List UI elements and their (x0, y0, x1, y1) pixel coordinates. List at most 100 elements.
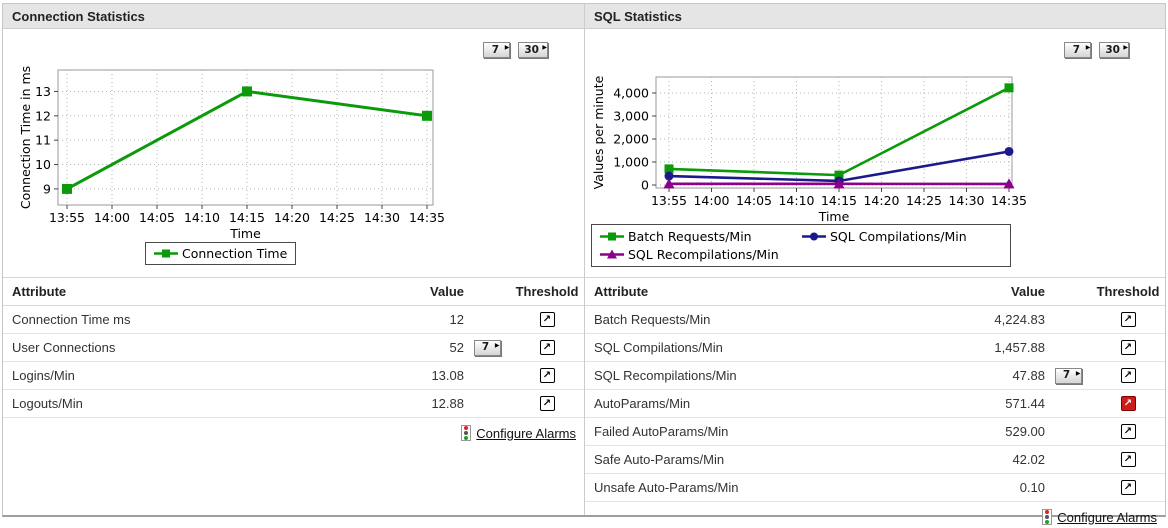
threshold-icon[interactable]: ↗ (1120, 424, 1136, 439)
threshold-icon[interactable]: ↗ (539, 312, 555, 327)
value-cell: 4,224.83 (994, 312, 1045, 327)
svg-text:14:25: 14:25 (906, 193, 942, 208)
range-30-button[interactable]: 30 ▶ (518, 42, 548, 58)
attribute-cell: Failed AutoParams/Min (594, 424, 729, 439)
attribute-cell: Unsafe Auto-Params/Min (594, 480, 739, 495)
sql-chart-area: 7 ▶ 30 ▶ 13:55 14:00 14:05 14:10 14:15 14:20 14:… (585, 29, 1165, 277)
panel-title: Connection Statistics (3, 4, 584, 29)
legend-item: Connection Time (154, 246, 287, 261)
table-footer: Configure Alarms (3, 418, 584, 444)
chart-legend: Batch Requests/Min SQL Compilations/Min SQ… (591, 224, 1011, 267)
svg-text:11: 11 (35, 133, 51, 148)
range-7-button[interactable]: 7 ▶ (1064, 42, 1092, 58)
table-row: Batch Requests/Min 4,224.83 ↗ (585, 306, 1165, 334)
svg-text:14:15: 14:15 (229, 210, 265, 225)
value-cell: 13.08 (431, 368, 464, 383)
svg-text:14:30: 14:30 (948, 193, 984, 208)
table-row: Unsafe Auto-Params/Min 0.10 ↗ (585, 474, 1165, 502)
value-header: Value (1011, 284, 1045, 299)
table-row: Connection Time ms 12 ↗ (3, 306, 584, 334)
svg-text:14:00: 14:00 (94, 210, 130, 225)
value-cell: 571.44 (1005, 396, 1045, 411)
svg-text:14:20: 14:20 (274, 210, 310, 225)
svg-text:14:35: 14:35 (991, 193, 1027, 208)
svg-text:13:55: 13:55 (49, 210, 85, 225)
attribute-header: Attribute (594, 284, 649, 299)
chart-legend: Connection Time (145, 242, 297, 265)
svg-text:12: 12 (35, 108, 51, 123)
threshold-icon[interactable]: ↗ (539, 340, 555, 355)
threshold-icon[interactable]: ↗ (1120, 452, 1136, 467)
attribute-cell: Batch Requests/Min (594, 312, 711, 327)
svg-text:14:25: 14:25 (319, 210, 355, 225)
value-cell: 1,457.88 (994, 340, 1045, 355)
value-header: Value (430, 284, 464, 299)
legend-item: SQL Compilations/Min (802, 229, 1002, 244)
value-cell: 0.10 (1019, 480, 1045, 495)
svg-text:14:05: 14:05 (139, 210, 175, 225)
attribute-cell: Logins/Min (12, 368, 75, 383)
attribute-cell: Logouts/Min (12, 396, 83, 411)
history-7-button[interactable]: 7 ▶ (1054, 367, 1082, 384)
svg-text:Time: Time (229, 226, 261, 241)
connection-attributes-table: Attribute Value Threshold Connection Tim… (3, 277, 584, 444)
attribute-cell: Safe Auto-Params/Min (594, 452, 725, 467)
panel-title: SQL Statistics (585, 4, 1165, 29)
table-header-row: Attribute Value Threshold (3, 278, 584, 306)
legend-item: Batch Requests/Min (600, 229, 802, 244)
threshold-header: Threshold (1096, 284, 1160, 299)
svg-text:14:10: 14:10 (184, 210, 220, 225)
connection-time-chart: 13:55 14:00 14:05 14:10 14:15 14:20 14:25 14:30… (18, 66, 445, 241)
svg-text:14:20: 14:20 (863, 193, 899, 208)
history-7-button[interactable]: 7 ▶ (473, 339, 501, 356)
attribute-cell: User Connections (12, 340, 116, 355)
configure-alarms-link[interactable]: Configure Alarms (1057, 509, 1157, 525)
threshold-icon[interactable]: ↗ (539, 368, 555, 383)
table-header-row: Attribute Value Threshold (585, 278, 1165, 306)
connection-chart-area: 7 ▶ 30 ▶ 13:55 14:00 14:05 14:10 14:15 14:20 14:… (3, 29, 584, 277)
threshold-icon[interactable]: ↗ (1120, 312, 1136, 327)
value-cell: 529.00 (1005, 424, 1045, 439)
value-cell: 42.02 (1012, 452, 1045, 467)
legend-item: SQL Recompilations/Min (600, 247, 802, 262)
monitoring-dashboard: Connection Statistics 7 ▶ 30 ▶ 13:55 14:00 1… (2, 3, 1166, 525)
attribute-cell: Connection Time ms (12, 312, 131, 327)
expand-arrow-icon: ▶ (542, 44, 547, 51)
svg-text:14:00: 14:00 (693, 193, 729, 208)
svg-text:4,000: 4,000 (613, 86, 649, 101)
threshold-icon[interactable]: ↗ (1120, 368, 1136, 383)
svg-text:14:30: 14:30 (364, 210, 400, 225)
threshold-header: Threshold (515, 284, 579, 299)
table-row: Logins/Min 13.08 ↗ (3, 362, 584, 390)
svg-text:14:10: 14:10 (778, 193, 814, 208)
range-7-button[interactable]: 7 ▶ (483, 42, 511, 58)
attribute-cell: AutoParams/Min (594, 396, 691, 411)
sql-attributes-table: Attribute Value Threshold Batch Requests… (585, 277, 1165, 528)
connection-statistics-panel: Connection Statistics 7 ▶ 30 ▶ 13:55 14:00 1… (3, 4, 584, 515)
svg-text:9: 9 (43, 181, 51, 196)
value-cell: 12 (449, 312, 464, 327)
expand-arrow-icon: ▶ (504, 44, 510, 51)
sql-statistics-chart: 13:55 14:00 14:05 14:10 14:15 14:20 14:25 14:30… (591, 75, 1027, 223)
configure-alarms-link[interactable]: Configure Alarms (476, 425, 576, 441)
svg-text:1,000: 1,000 (613, 155, 649, 170)
threshold-icon[interactable]: ↗ (539, 396, 555, 411)
svg-text:Values per minute: Values per minute (591, 75, 606, 189)
threshold-icon[interactable]: ↗ (1120, 396, 1136, 411)
threshold-icon[interactable]: ↗ (1120, 480, 1136, 495)
value-cell: 12.88 (431, 396, 464, 411)
svg-text:2,000: 2,000 (613, 132, 649, 147)
value-cell: 47.88 (1012, 368, 1045, 383)
svg-text:14:05: 14:05 (736, 193, 772, 208)
svg-text:10: 10 (35, 157, 51, 172)
sql-statistics-panel: SQL Statistics 7 ▶ 30 ▶ 13:55 14:00 14:05 14:… (584, 4, 1165, 525)
svg-text:Connection Time in ms: Connection Time in ms (18, 66, 33, 209)
expand-arrow-icon: ▶ (1075, 369, 1081, 377)
threshold-icon[interactable]: ↗ (1120, 340, 1136, 355)
svg-text:13: 13 (35, 84, 51, 99)
svg-text:3,000: 3,000 (613, 109, 649, 124)
table-row: Logouts/Min 12.88 ↗ (3, 390, 584, 418)
range-30-button[interactable]: 30 ▶ (1099, 42, 1129, 58)
expand-arrow-icon: ▶ (1085, 44, 1091, 51)
expand-arrow-icon: ▶ (1123, 44, 1128, 51)
